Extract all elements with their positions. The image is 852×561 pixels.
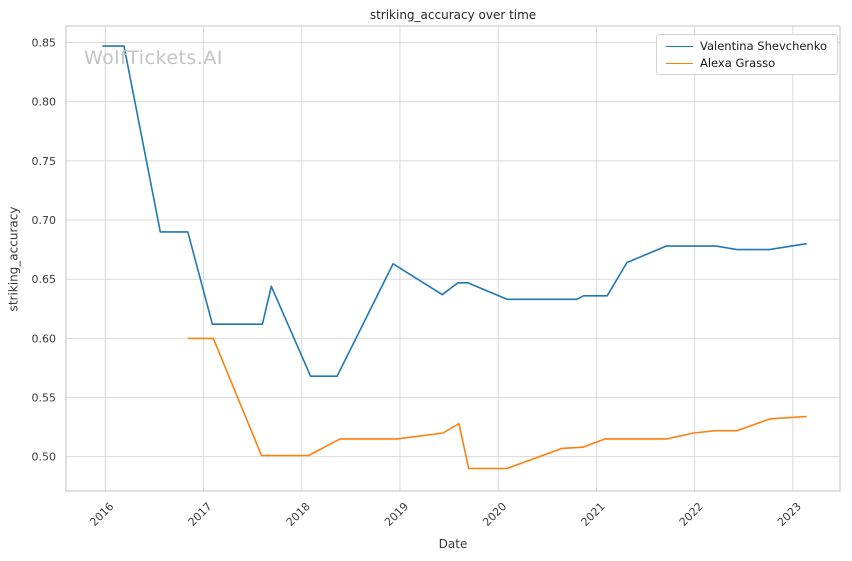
x-tick-label: 2019 <box>382 500 411 529</box>
y-tick-label: 0.70 <box>32 214 57 227</box>
chart-title: striking_accuracy over time <box>369 8 537 22</box>
x-tick-label: 2021 <box>579 500 608 529</box>
legend-label: Alexa Grasso <box>700 56 776 70</box>
legend: Valentina Shevchenko Alexa Grasso <box>656 34 838 75</box>
series-line-valentina-shevchenko <box>102 45 807 378</box>
watermark: WolfTickets.AI <box>84 47 224 69</box>
x-tick-label: 2016 <box>87 500 116 529</box>
x-tick-label: 2020 <box>480 500 509 529</box>
y-tick-label: 0.60 <box>32 332 57 345</box>
y-tick-label: 0.80 <box>32 96 57 109</box>
y-tick-label: 0.65 <box>32 273 57 286</box>
legend-line-swatch <box>666 62 693 64</box>
y-axis-title: striking_accuracy <box>6 206 21 312</box>
legend-item: Alexa Grasso <box>657 56 837 70</box>
series-line-alexa-grasso <box>187 337 807 470</box>
plot-border <box>65 25 841 492</box>
x-tick-label: 2022 <box>677 500 706 529</box>
legend-item: Valentina Shevchenko <box>657 39 837 53</box>
y-tick-label: 0.55 <box>32 392 57 405</box>
legend-label: Valentina Shevchenko <box>700 39 828 53</box>
legend-line-swatch <box>666 45 693 47</box>
y-tick-label: 0.50 <box>32 451 57 464</box>
y-tick-label: 0.85 <box>32 37 57 50</box>
x-tick-label: 2018 <box>284 500 313 529</box>
x-axis-title: Date <box>438 537 468 551</box>
x-tick-label: 2023 <box>775 500 804 529</box>
y-tick-label: 0.75 <box>32 155 57 168</box>
x-tick-label: 2017 <box>186 500 215 529</box>
